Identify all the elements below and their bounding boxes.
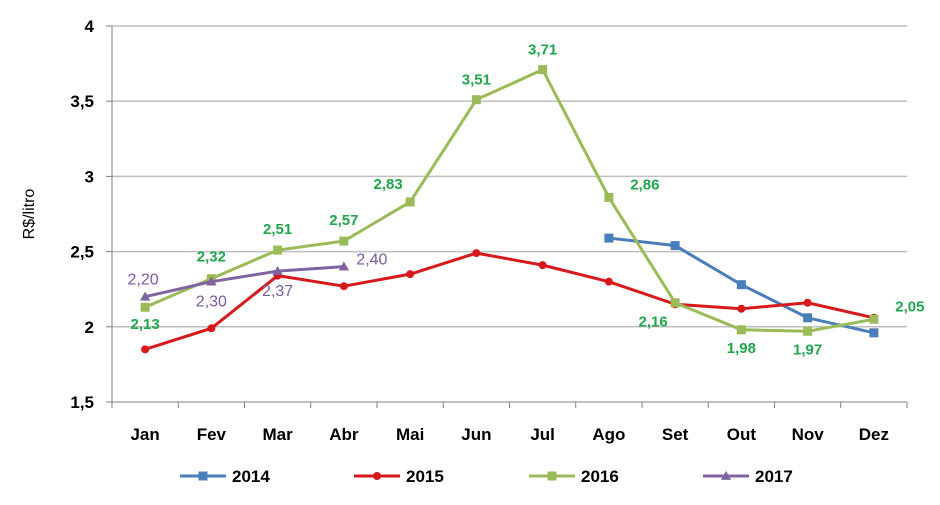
legend-item-2015: 2015 [354, 467, 444, 486]
data-label-2016: 2,05 [895, 298, 924, 315]
data-point-marker [720, 470, 732, 480]
series-2015 [141, 249, 878, 354]
data-point-marker [139, 291, 151, 301]
data-point-marker [207, 324, 216, 333]
data-point-marker [670, 241, 680, 251]
data-point-marker [273, 245, 283, 255]
y-tick-label: 1,5 [70, 393, 94, 412]
series-2016 [140, 65, 879, 336]
series-line-2016 [144, 68, 875, 333]
data-point-marker [803, 326, 813, 336]
axes: 1,5 2 2,5 3 3,5 4 Jan Fev Mar Abr Mai Jun Jul Ago Set O… [21, 17, 908, 444]
y-tick-label: 2 [85, 318, 94, 337]
data-point-marker [471, 95, 481, 105]
x-tick-label: Nov [792, 425, 825, 444]
data-point-marker [604, 192, 614, 202]
x-tick-label: Mai [396, 425, 424, 444]
data-point-marker [604, 233, 614, 243]
data-point-marker [736, 280, 746, 290]
data-point-marker [538, 65, 548, 75]
data-point-marker [472, 249, 481, 258]
x-tick-label: Ago [592, 425, 625, 444]
x-tick-label: Dez [859, 425, 889, 444]
data-point-marker [141, 345, 150, 354]
y-tick-label: 2,5 [70, 243, 94, 262]
x-tick-label: Jan [130, 425, 159, 444]
data-point-marker [869, 328, 879, 338]
data-point-marker [737, 304, 746, 313]
data-point-marker [736, 325, 746, 335]
legend-label: 2014 [232, 467, 270, 486]
data-label-2016: 1,97 [793, 341, 822, 358]
data-point-marker [406, 270, 415, 279]
data-label-2016: 1,98 [727, 340, 756, 357]
data-label-2016: 2,83 [374, 176, 403, 193]
data-label-2016: 2,57 [329, 212, 358, 229]
series-line-2017 [144, 265, 344, 299]
legend-item-2016: 2016 [529, 467, 619, 486]
legend-label: 2015 [406, 467, 444, 486]
series-lines [139, 65, 879, 354]
data-label-2016: 2,13 [131, 316, 160, 333]
x-tick-label: Jun [461, 425, 491, 444]
data-label-2016: 3,51 [462, 72, 491, 89]
data-label-2016: 2,51 [263, 221, 292, 238]
data-label-2017: 2,37 [262, 283, 293, 300]
data-point-marker [803, 298, 812, 307]
legend-item-2014: 2014 [180, 467, 270, 486]
data-point-marker [272, 265, 283, 276]
data-label-2017: 2,30 [196, 294, 227, 311]
data-point-marker [405, 197, 415, 207]
data-point-marker [869, 314, 879, 324]
data-label-2016: 2,16 [639, 314, 668, 331]
x-tick-label: Abr [329, 425, 359, 444]
data-point-marker [547, 471, 557, 481]
legend-label: 2016 [581, 467, 619, 486]
data-label-2017: 2,40 [356, 252, 387, 269]
data-point-marker [373, 472, 381, 480]
data-point-marker [803, 313, 813, 323]
x-tick-label: Jul [530, 425, 555, 444]
data-point-marker [140, 302, 150, 312]
legend: 2014 2015 2016 2017 [180, 467, 793, 486]
series-2014 [604, 233, 879, 338]
x-tick-label: Out [727, 425, 757, 444]
data-point-marker [538, 261, 547, 270]
series-2017 [139, 261, 350, 301]
data-point-marker [339, 282, 348, 291]
data-label-2016: 2,32 [197, 249, 226, 266]
data-point-marker [339, 236, 349, 246]
x-tick-label: Mar [263, 425, 294, 444]
data-point-marker [604, 277, 613, 286]
legend-item-2017: 2017 [703, 467, 793, 486]
data-label-2017: 2,20 [128, 272, 159, 289]
data-label-2016: 3,71 [528, 42, 557, 59]
data-point-marker [198, 471, 208, 481]
data-point-marker [670, 298, 680, 308]
grid-lines [112, 25, 907, 328]
y-tick-label: 3,5 [70, 92, 94, 111]
data-label-2016: 2,86 [630, 176, 659, 193]
y-tick-label: 3 [85, 167, 94, 186]
data-point-marker [206, 276, 217, 286]
x-tick-label: Set [662, 425, 689, 444]
y-axis-title: R$/litro [21, 189, 38, 240]
y-tick-label: 4 [85, 17, 95, 36]
data-labels: 2,13 2,32 2,51 2,57 2,83 3,51 3,71 2,86 2,16 1,98… [128, 42, 925, 359]
series-line-2015 [144, 251, 875, 351]
legend-label: 2017 [755, 467, 793, 486]
x-tick-label: Fev [197, 425, 227, 444]
data-point-marker [338, 261, 350, 271]
